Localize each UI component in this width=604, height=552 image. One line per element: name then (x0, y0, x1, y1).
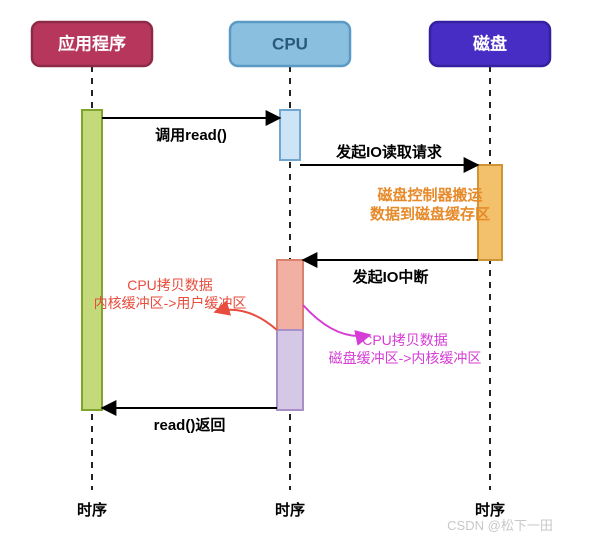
note-text: 数据到磁盘缓存区 (370, 205, 490, 223)
header-label-cpu: CPU (272, 34, 308, 53)
header-label-disk: 磁盘 (473, 33, 507, 53)
footer-label: 时序 (275, 501, 305, 519)
note-text: 磁盘控制器搬运 (377, 186, 482, 204)
activation-cpu (277, 260, 303, 330)
watermark: CSDN @松下一田 (447, 518, 553, 533)
footer-label: 时序 (77, 501, 107, 519)
message-label: 调用read() (155, 127, 227, 144)
footer-label: 时序 (475, 501, 505, 519)
message-label: 发起IO读取请求 (335, 143, 443, 161)
note-text: CPU拷贝数据 (127, 277, 213, 293)
activation-cpu (280, 110, 300, 160)
activation-cpu (277, 330, 303, 410)
message-label: 发起IO中断 (352, 268, 429, 286)
message-label: read()返回 (154, 416, 226, 434)
note-text: 磁盘缓冲区->内核缓冲区 (329, 350, 482, 366)
note-text: CPU拷贝数据 (362, 332, 448, 348)
note-text: 内核缓冲区->用户缓冲区 (94, 295, 247, 311)
header-label-app: 应用程序 (58, 33, 126, 53)
activation-app (82, 110, 102, 410)
